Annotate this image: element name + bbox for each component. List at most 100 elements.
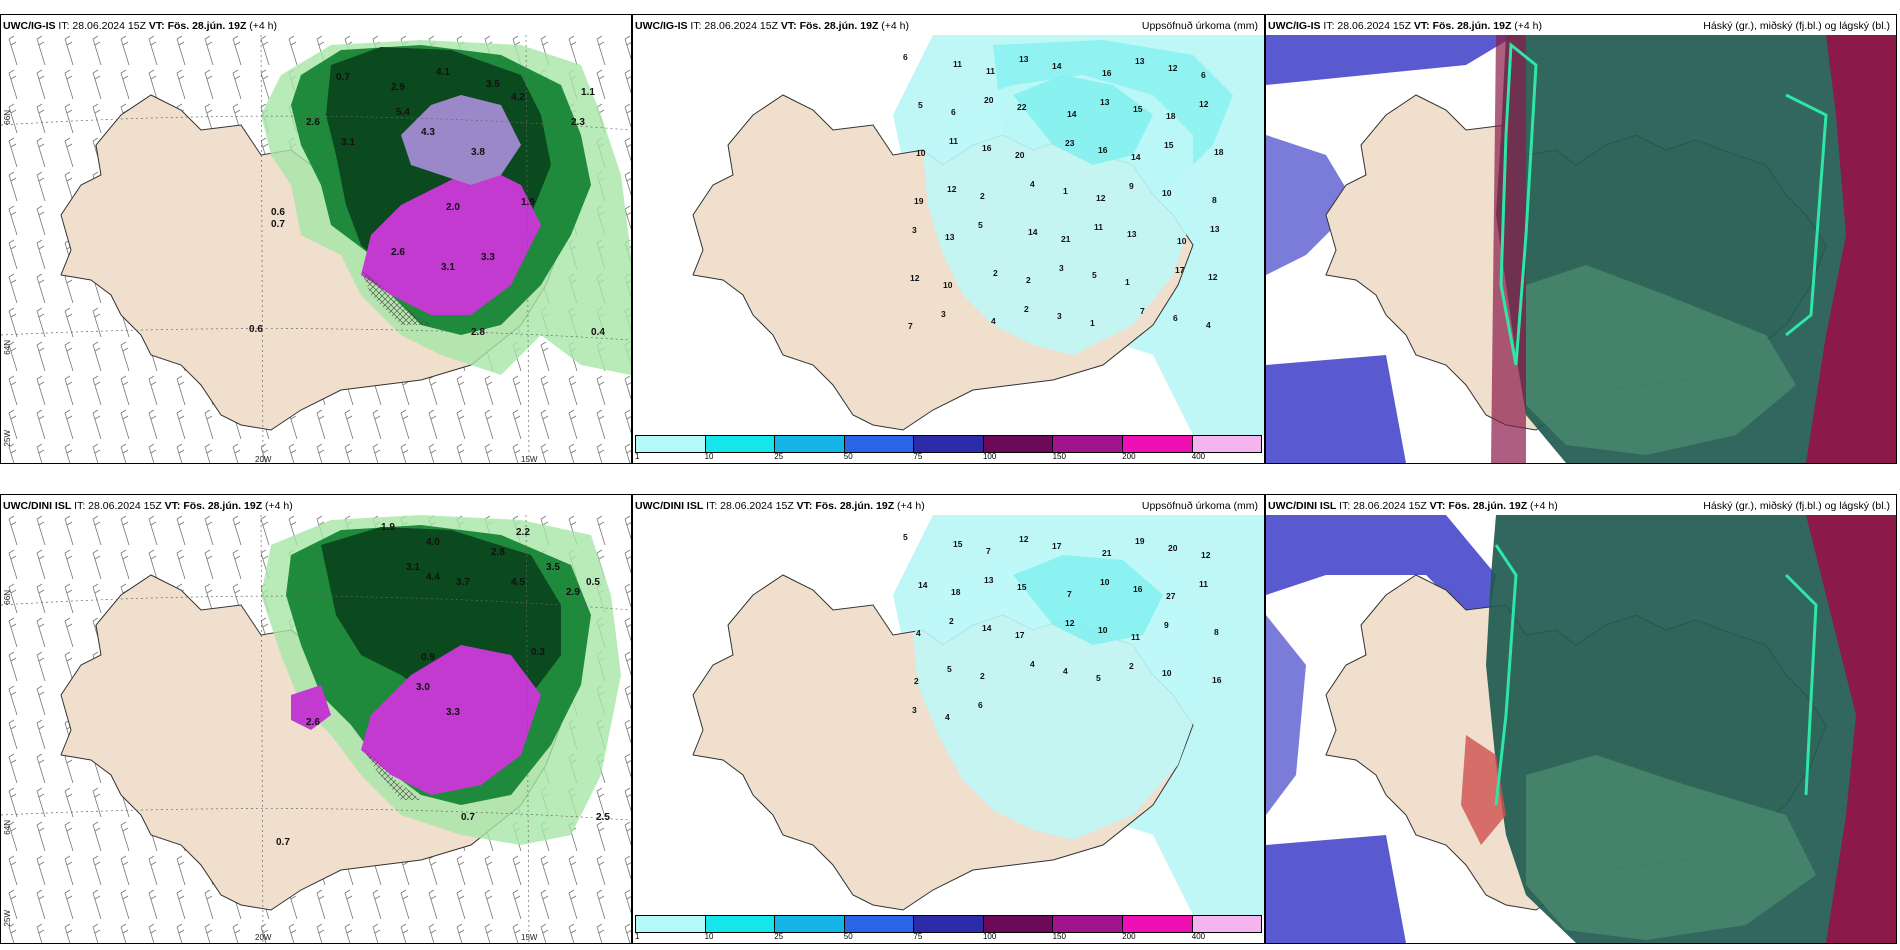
precip-value-label: 10 (1100, 577, 1110, 587)
wind-label: 1.9 (521, 197, 535, 208)
precip-value-label: 5 (903, 532, 908, 542)
precip-value-label: 16 (982, 143, 992, 153)
valid-time: VT: Fös. 28.jún. 19Z (1429, 500, 1528, 512)
colorbar-label: 50 (843, 452, 853, 461)
precip-value-label: 12 (947, 184, 957, 194)
precip-value-label: 13 (1100, 97, 1110, 107)
colorbar-label: 400 (1191, 452, 1206, 461)
precip-value-label: 8 (1214, 627, 1219, 637)
panel-igis-precip-wind: UWC/IG-IS IT: 28.06.2024 15Z VT: Fös. 28… (0, 14, 632, 464)
precip-value-label: 7 (1140, 306, 1145, 316)
init-time: IT: 28.06.2024 15Z (706, 500, 794, 512)
colorbar-label: 150 (1052, 452, 1066, 461)
wind-label: 2.8 (471, 327, 485, 338)
precip-value-label: 11 (986, 66, 995, 76)
panel-header: UWC/DINI ISL IT: 28.06.2024 15Z VT: Fös.… (635, 497, 1260, 515)
model-name: UWC/DINI ISL (1268, 500, 1337, 512)
precip-value-label: 3 (1057, 311, 1062, 321)
precip-value-label: 20 (984, 95, 994, 105)
colorbar-swatch (844, 916, 915, 932)
precip-value-label: 9 (1129, 181, 1134, 191)
precip-value-label: 11 (953, 59, 962, 69)
lat-label-64n: 64N (3, 820, 12, 835)
wind-label: 2.6 (391, 247, 405, 258)
panel-header: UWC/DINI ISL IT: 28.06.2024 15Z VT: Fös.… (1268, 497, 1892, 515)
colorbar-swatch (775, 436, 845, 452)
precip-value-label: 17 (1015, 630, 1025, 640)
precip-colorbar: 1 10 25 50 75 100 150 200 400 (633, 435, 1264, 463)
precip-value-label: 20 (1168, 543, 1178, 553)
lon-label-15w: 15W (521, 455, 538, 464)
wind-label: 4.3 (421, 127, 435, 138)
wind-label: 0.6 (271, 207, 285, 218)
precip-value-label: 2 (949, 616, 954, 626)
wind-label: 4.5 (511, 577, 525, 588)
colorbar-label: 1 (635, 932, 640, 941)
precip-value-label: 9 (1164, 620, 1169, 630)
init-time: IT: 28.06.2024 15Z (58, 20, 146, 32)
precip-value-label: 4 (1063, 666, 1068, 676)
precip-value-label: 7 (908, 321, 913, 331)
wind-label: 1.9 (381, 522, 395, 533)
colorbar-swatch (636, 916, 706, 932)
precip-value-label: 5 (1096, 673, 1101, 683)
precip-value-label: 6 (1173, 313, 1178, 323)
colorbar-label: 25 (774, 932, 784, 941)
colorbar-label: 75 (913, 932, 923, 941)
precip-value-label: 2 (1024, 304, 1029, 314)
precip-value-label: 2 (1129, 661, 1134, 671)
precip-value-label: 3 (941, 309, 946, 319)
wind-label: 4.0 (426, 537, 440, 548)
colorbar-swatches (635, 435, 1262, 453)
precip-value-label: 15 (1133, 104, 1143, 114)
precip-value-label: 12 (1199, 99, 1209, 109)
precip-value-label: 12 (1019, 534, 1029, 544)
precip-value-label: 13 (1135, 56, 1145, 66)
colorbar-label: 10 (704, 452, 714, 461)
lead-time: (+4 h) (249, 20, 278, 32)
lat-label-66n: 66N (3, 590, 12, 605)
model-name: UWC/IG-IS (1268, 20, 1321, 32)
valid-time: VT: Fös. 28.jún. 19Z (1413, 20, 1512, 32)
precip-value-label: 16 (1102, 68, 1112, 78)
precip-value-label: 8 (1212, 195, 1217, 205)
colorbar-swatch (1053, 916, 1123, 932)
lon-label-20w: 20W (255, 933, 272, 942)
init-time: IT: 28.06.2024 15Z (1323, 20, 1411, 32)
precip-value-label: 3 (1059, 263, 1064, 273)
precip-value-label: 18 (1166, 111, 1176, 121)
model-name: UWC/IG-IS (3, 20, 56, 32)
colorbar-label: 50 (843, 932, 853, 941)
map-clouds (1266, 515, 1896, 943)
precip-value-label: 2 (1026, 275, 1031, 285)
panel-header: UWC/IG-IS IT: 28.06.2024 15Z VT: Fös. 28… (1268, 17, 1892, 35)
precip-value-label: 10 (1177, 236, 1187, 246)
colorbar-label: 150 (1052, 932, 1066, 941)
wind-label: 3.3 (446, 707, 460, 718)
precip-value-label: 17 (1175, 265, 1185, 275)
lead-time: (+4 h) (1530, 500, 1558, 512)
panel-igis-accum-precip: UWC/IG-IS IT: 28.06.2024 15Z VT: Fös. 28… (632, 14, 1265, 464)
model-name: UWC/IG-IS (635, 20, 688, 32)
wind-label: 2.9 (566, 587, 580, 598)
precip-value-label: 12 (1065, 618, 1075, 628)
wind-label: 2.8 (491, 547, 505, 558)
wind-label: 2.0 (446, 202, 460, 213)
precip-value-label: 14 (918, 580, 928, 590)
lon-label-15w: 15W (521, 933, 538, 942)
wind-label: 0.3 (531, 647, 545, 658)
precip-value-label: 4 (1030, 659, 1035, 669)
precip-value-label: 21 (1061, 234, 1071, 244)
precip-value-label: 10 (916, 148, 926, 158)
lead-time: (+4 h) (881, 20, 910, 32)
precip-value-label: 1 (1063, 186, 1068, 196)
precip-value-label: 15 (1164, 140, 1174, 150)
precip-value-label: 23 (1065, 138, 1075, 148)
panel-igis-clouds: UWC/IG-IS IT: 28.06.2024 15Z VT: Fös. 28… (1265, 14, 1897, 464)
colorbar-swatch (705, 436, 776, 452)
precip-value-label: 4 (991, 316, 996, 326)
wind-label: 5.4 (396, 107, 410, 118)
colorbar-label: 75 (913, 452, 923, 461)
colorbar-swatch (705, 916, 776, 932)
precip-value-label: 5 (1092, 270, 1097, 280)
